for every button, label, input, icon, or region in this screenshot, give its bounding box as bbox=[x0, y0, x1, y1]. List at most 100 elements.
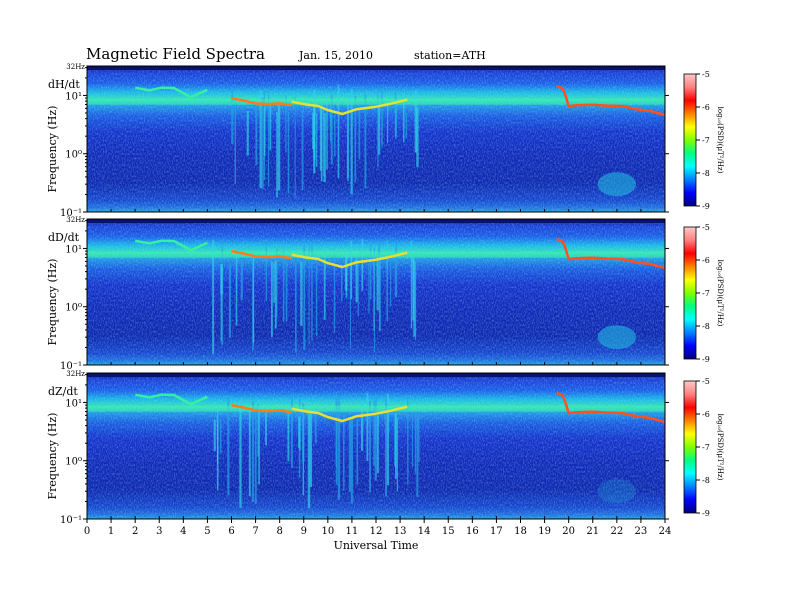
panel-component-label: dZ/dt bbox=[48, 385, 78, 398]
trace-B bbox=[231, 403, 292, 414]
schumann-band bbox=[87, 405, 665, 412]
x-axis-label: Universal Time bbox=[334, 539, 419, 552]
x-tick-label: 21 bbox=[586, 526, 599, 537]
x-tick-label: 18 bbox=[514, 526, 527, 537]
trace-C bbox=[291, 405, 408, 423]
y-tick-label: 10⁰ bbox=[65, 303, 82, 314]
x-tick-label: 12 bbox=[370, 526, 383, 537]
colorbar-tick-label: -5 bbox=[702, 223, 710, 232]
x-tick-label: 23 bbox=[635, 526, 648, 537]
spectrogram-texture bbox=[87, 66, 665, 212]
y-tick-label: 10⁻¹ bbox=[60, 361, 82, 372]
trace-A bbox=[134, 239, 208, 252]
colorbar-tick-label: -8 bbox=[702, 476, 710, 485]
spectrogram-top-rim bbox=[87, 373, 665, 377]
colorbar-tick-label: -7 bbox=[702, 136, 710, 145]
x-tick-label: 7 bbox=[252, 526, 258, 537]
low-frequency-enhancement bbox=[597, 325, 637, 350]
x-tick-label: 6 bbox=[228, 526, 234, 537]
colorbar-tick-label: -5 bbox=[702, 377, 710, 386]
y-axis-label: Frequency (Hz) bbox=[46, 413, 59, 500]
colorbar-scale bbox=[683, 226, 697, 360]
low-frequency-enhancement bbox=[597, 479, 637, 504]
impulsive-streaks bbox=[212, 238, 417, 354]
spectrogram-texture bbox=[87, 219, 665, 365]
x-tick-label: 15 bbox=[442, 526, 455, 537]
x-tick-label: 14 bbox=[418, 526, 431, 537]
y-top-label: 32Hz bbox=[66, 63, 85, 71]
x-tick-label: 4 bbox=[180, 526, 186, 537]
panel-component-label: dD/dt bbox=[48, 231, 80, 244]
colorbar-scale bbox=[683, 380, 697, 514]
x-tick-label: 3 bbox=[156, 526, 162, 537]
colorbar-label: log₁₀(PSD)(μT²/Hz) bbox=[716, 107, 724, 174]
colorbar-scale bbox=[683, 73, 697, 207]
trace-D bbox=[556, 84, 666, 117]
x-tick-label: 20 bbox=[562, 526, 575, 537]
y-tick-label: 10¹ bbox=[65, 398, 82, 409]
trace-B bbox=[231, 249, 292, 260]
trace-C bbox=[291, 251, 408, 269]
trace-C bbox=[291, 98, 408, 116]
y-axis-label: Frequency (Hz) bbox=[46, 259, 59, 346]
colorbar-tick-label: -9 bbox=[702, 509, 710, 518]
chart-title: Magnetic Field Spectra bbox=[86, 45, 265, 63]
y-tick-label: 10⁻¹ bbox=[60, 208, 82, 219]
x-tick-label: 2 bbox=[132, 526, 138, 537]
spectrogram-top-rim bbox=[87, 219, 665, 223]
x-tick-label: 9 bbox=[301, 526, 307, 537]
impulsive-streaks bbox=[231, 84, 419, 199]
colorbar-tick-label: -8 bbox=[702, 322, 710, 331]
colorbar-tick-label: -7 bbox=[702, 443, 710, 452]
x-tick-label: 24 bbox=[659, 526, 672, 537]
colorbar-label: log₁₀(PSD)(μT²/Hz) bbox=[716, 260, 724, 327]
y-axis-label: Frequency (Hz) bbox=[46, 106, 59, 193]
x-tick-label: 0 bbox=[84, 526, 90, 537]
x-tick-label: 8 bbox=[276, 526, 282, 537]
colorbar-tick-label: -6 bbox=[702, 256, 710, 265]
y-top-label: 32Hz bbox=[66, 216, 85, 224]
x-tick-label: 17 bbox=[490, 526, 503, 537]
x-tick-label: 1 bbox=[108, 526, 114, 537]
y-top-label: 32Hz bbox=[66, 370, 85, 378]
low-frequency-enhancement bbox=[597, 172, 637, 197]
schumann-band bbox=[87, 251, 665, 258]
x-tick-label: 19 bbox=[538, 526, 551, 537]
y-tick-label: 10⁰ bbox=[65, 150, 82, 161]
trace-A bbox=[134, 86, 208, 99]
x-tick-label: 13 bbox=[394, 526, 407, 537]
colorbar: -5 -6 -7 -8 -9 log₁₀(PSD)(μT²/Hz) bbox=[683, 223, 724, 364]
x-tick-label: 16 bbox=[466, 526, 479, 537]
colorbar-label: log₁₀(PSD)(μT²/Hz) bbox=[716, 414, 724, 481]
colorbar-tick-label: -9 bbox=[702, 355, 710, 364]
y-axis: 10⁻¹ 10⁰ 10¹ bbox=[60, 67, 669, 219]
y-tick-label: 10¹ bbox=[65, 91, 82, 102]
trace-B bbox=[231, 96, 292, 107]
y-axis: 10⁻¹ 10⁰ 10¹ bbox=[60, 220, 669, 372]
y-tick-label: 10⁰ bbox=[65, 457, 82, 468]
station-label: station=ATH bbox=[414, 49, 486, 62]
x-tick-label: 5 bbox=[204, 526, 210, 537]
trace-D bbox=[556, 391, 666, 424]
y-axis: 10⁻¹ 10⁰ 10¹ bbox=[60, 374, 669, 526]
schumann-band bbox=[87, 98, 665, 105]
colorbar-tick-label: -7 bbox=[702, 289, 710, 298]
colorbar-tick-label: -9 bbox=[702, 202, 710, 211]
y-tick-label: 10⁻¹ bbox=[60, 515, 82, 526]
trace-D bbox=[556, 237, 666, 270]
date-label: Jan. 15, 2010 bbox=[299, 49, 374, 62]
panel-component-label: dH/dt bbox=[48, 78, 80, 91]
colorbar-tick-label: -8 bbox=[702, 169, 710, 178]
x-tick-label: 10 bbox=[321, 526, 334, 537]
colorbar: -5 -6 -7 -8 -9 log₁₀(PSD)(μT²/Hz) bbox=[683, 70, 724, 211]
x-tick-label: 22 bbox=[610, 526, 623, 537]
colorbar-tick-label: -6 bbox=[702, 103, 710, 112]
spectrogram-top-rim bbox=[87, 66, 665, 70]
x-tick-label: 11 bbox=[346, 526, 359, 537]
colorbar: -5 -6 -7 -8 -9 log₁₀(PSD)(μT²/Hz) bbox=[683, 377, 724, 518]
colorbar-tick-label: -5 bbox=[702, 70, 710, 79]
